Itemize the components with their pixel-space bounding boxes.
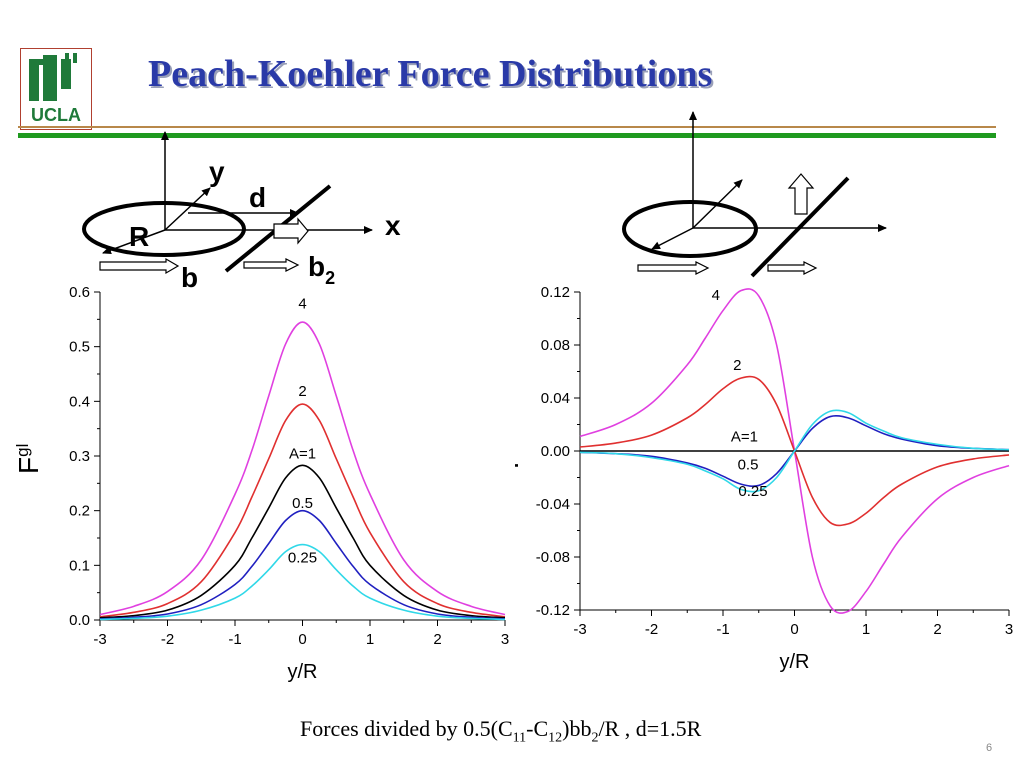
chart1-curve-label: 4	[712, 287, 720, 304]
radius-arrow-right	[651, 227, 694, 250]
chart0-ytick-label: 0.0	[69, 612, 90, 629]
chart0-curve-label: 0.5	[292, 495, 313, 512]
chart0-xtick-label: 0	[298, 631, 306, 648]
chart0-curve-label: 0.25	[288, 550, 317, 567]
chart1-xtick-label: -1	[716, 621, 729, 638]
label-x: x	[385, 210, 401, 241]
chart1-xtick-label: 3	[1005, 621, 1013, 638]
chart0-series-line	[99, 464, 506, 619]
burgers-arrow-b2	[243, 258, 300, 272]
chart0-ytick-label: 0.5	[69, 339, 90, 356]
chart1-ytick-label: 0.08	[541, 337, 570, 354]
label-b2: b2	[308, 251, 335, 288]
chart1-curve-label: 0.25	[738, 483, 767, 500]
straight-dislocation-right	[750, 176, 850, 278]
chart0-curve-label: 4	[298, 295, 306, 312]
chart0-ytick-label: 0.4	[69, 393, 90, 410]
chart0-xtick-label: 3	[501, 631, 509, 648]
page-number: 6	[986, 742, 993, 754]
chart0-ytick-label: 0.1	[69, 557, 90, 574]
y-axis	[164, 187, 211, 231]
chart1-ytick-label: -0.04	[536, 496, 570, 513]
chart0-series-line	[99, 509, 506, 620]
burgers-arrow-right-b	[637, 261, 710, 275]
chart0-series-line	[99, 543, 506, 621]
burgers-arrow-b	[99, 257, 180, 275]
title-rule	[18, 126, 996, 128]
chart1-curve-label: 0.5	[738, 457, 759, 474]
chart0-ytick-label: 0.2	[69, 503, 90, 520]
chart1-xtick-label: 0	[790, 621, 798, 638]
chart1-xtick-label: 2	[933, 621, 941, 638]
title-rule-green	[18, 133, 996, 138]
chart0-xtick-label: -1	[228, 631, 241, 648]
chart1-curve-label: A=1	[731, 429, 758, 446]
chart0-xtick-label: -2	[161, 631, 174, 648]
chart-fcl: -3 -2 -1 0 1 2 3 0.12 0.08 0.04 0.00 -0.04 -0.08 -0.1…	[515, 284, 1013, 673]
dislocation-loop-right	[622, 200, 758, 258]
chart0-curve-label: 2	[298, 383, 306, 400]
left-schematic: y d x R b b2	[82, 131, 401, 293]
burgers-arrow-b2-line	[273, 217, 309, 245]
logo-text: UCLA	[31, 105, 81, 125]
ucla-logo: UCLA	[20, 48, 92, 130]
chart1-series-line	[579, 409, 1010, 493]
burgers-arrow-up	[787, 173, 815, 215]
chart1-ytick-label: -0.12	[536, 602, 570, 619]
chart0-curve-label: A=1	[289, 446, 316, 463]
chart0-series-line	[99, 321, 506, 616]
label-b: b	[181, 262, 198, 293]
label-y: y	[209, 156, 225, 187]
dislocation-loop	[82, 201, 246, 257]
schematic-diagrams: y d x R b b2	[82, 111, 887, 293]
chart0-xlabel: y/R	[288, 661, 318, 683]
chart0-xtick-label: 1	[366, 631, 374, 648]
burgers-arrow-right-b2	[767, 261, 818, 275]
chart0-xtick-label: 2	[433, 631, 441, 648]
chart1-ytick-label: 0.00	[541, 443, 570, 460]
chart1-xtick-label: 1	[862, 621, 870, 638]
chart0-ytick-label: 0.6	[69, 284, 90, 301]
caption: Forces divided by 0.5(C11-C12)bb2/R , d=…	[300, 716, 702, 746]
chart1-xtick-label: -2	[645, 621, 658, 638]
chart0-series-line	[99, 403, 506, 618]
label-R: R	[129, 221, 149, 252]
chart1-xtick-label: -3	[573, 621, 586, 638]
chart1-ytick-label: -0.08	[536, 549, 570, 566]
chart1-ytick-label: 0.12	[541, 284, 570, 301]
right-schematic	[622, 111, 887, 278]
slide-title: Peach-Koehler Force Distributions	[148, 53, 713, 95]
chart1-ytick-label: 0.04	[541, 390, 570, 407]
y-axis-right	[692, 179, 743, 229]
radius-arrow	[102, 229, 166, 254]
chart1-ylabel: Fcl	[515, 440, 524, 469]
chart1-xlabel: y/R	[780, 651, 810, 673]
chart1-curve-label: 2	[733, 357, 741, 374]
chart0-xtick-label: -3	[93, 631, 106, 648]
label-d: d	[249, 182, 266, 213]
chart0-ylabel: Fgl	[13, 444, 44, 474]
chart-fgl: -3 -2 -1 0 1 2 3 0.0 0.1 0.2 0.3 0.4 0.5 0.6 y/R Fgl 4 2 A…	[13, 284, 509, 683]
chart0-ytick-label: 0.3	[69, 448, 90, 465]
